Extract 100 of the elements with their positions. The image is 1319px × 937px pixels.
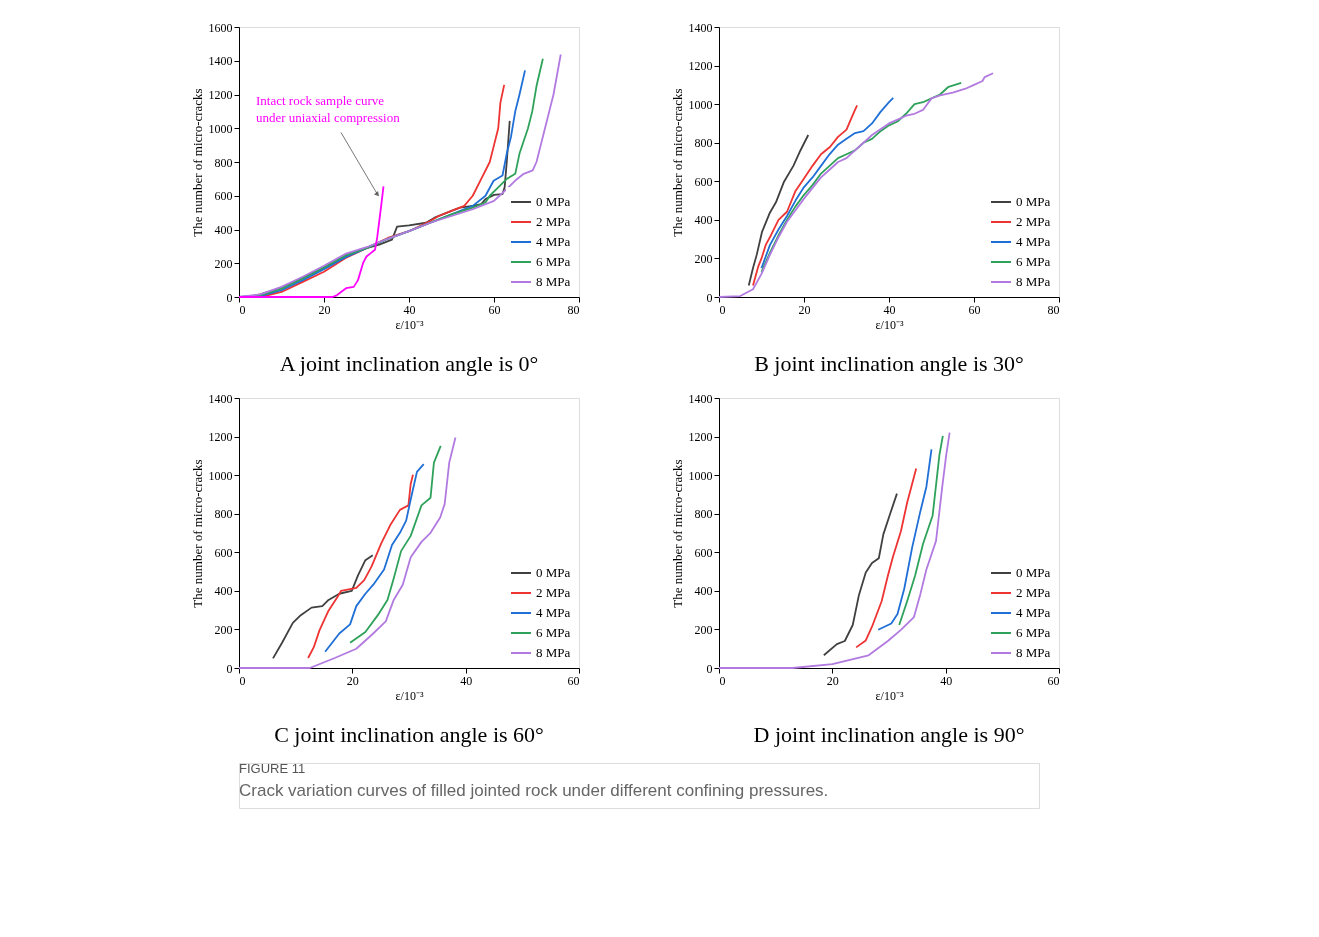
y-tick-label: 1000: [688, 468, 713, 483]
legend-label: 0 MPa: [1016, 565, 1051, 580]
y-tick-label: 0: [706, 290, 713, 305]
x-axis-title: ε/10⁻³: [395, 317, 424, 332]
line-series: [760, 82, 963, 273]
x-axis-title: ε/10⁻³: [875, 317, 904, 332]
caption: FIGURE 11: [239, 761, 306, 776]
y-tick-label: 0: [706, 661, 713, 676]
line-series: [324, 463, 425, 653]
legend-label: 4 MPa: [1016, 605, 1051, 620]
text: D joint inclination angle is 90°: [753, 722, 1025, 747]
y-tick-label: 200: [214, 622, 233, 637]
x-tick-label: 80: [1047, 302, 1060, 317]
x-tick-label: 60: [488, 302, 501, 317]
x-tick-label: 20: [346, 673, 359, 688]
text: A joint inclination angle is 0°: [279, 351, 539, 376]
x-axis-title: ε/10⁻³: [875, 688, 904, 703]
line-series: [752, 104, 859, 287]
y-tick-label: 800: [694, 136, 713, 151]
x-axis-title: ε/10⁻³: [395, 688, 424, 703]
x-tick-label: 20: [318, 302, 331, 317]
y-tick-label: 200: [694, 251, 713, 266]
y-tick-label: 1400: [208, 391, 233, 406]
y-tick-label: 1000: [688, 97, 713, 112]
legend-label: 0 MPa: [536, 194, 571, 209]
y-axis-title: The number of micro-cracks: [669, 88, 685, 237]
line-series: [272, 554, 374, 660]
y-tick-label: 400: [694, 584, 713, 599]
y-axis-title: The number of micro-cracks: [189, 459, 205, 608]
line-series: [718, 72, 995, 298]
legend-label: 4 MPa: [1016, 234, 1051, 249]
text: B joint inclination angle is 30°: [754, 351, 1024, 376]
legend-label: 8 MPa: [1016, 274, 1051, 289]
x-tick-label: 20: [826, 673, 839, 688]
annotation: Intact rock sample curve under uniaxial compression: [256, 92, 401, 125]
y-axis-title: The number of micro-cracks: [669, 459, 685, 608]
y-tick-label: 800: [214, 155, 233, 170]
x-tick-label: 80: [567, 302, 580, 317]
line-series: [307, 473, 414, 659]
x-tick-label: 40: [940, 673, 953, 688]
y-tick-label: 0: [226, 290, 233, 305]
legend-label: 8 MPa: [536, 274, 571, 289]
x-tick-label: 60: [567, 673, 580, 688]
x-tick-label: 40: [403, 302, 416, 317]
y-tick-label: 600: [694, 545, 713, 560]
y-tick-label: 1200: [208, 430, 233, 445]
legend-label: 2 MPa: [1016, 585, 1051, 600]
line-series: [747, 134, 810, 287]
legend-label: 6 MPa: [536, 625, 571, 640]
y-tick-label: 600: [694, 174, 713, 189]
legend-label: 0 MPa: [536, 565, 571, 580]
legend-label: 2 MPa: [1016, 214, 1051, 229]
legend-label: 6 MPa: [1016, 625, 1051, 640]
x-tick-label: 0: [719, 302, 726, 317]
y-tick-label: 600: [214, 189, 233, 204]
y-tick-label: 1000: [208, 121, 233, 136]
x-tick-label: 20: [798, 302, 811, 317]
x-tick-label: 0: [719, 673, 726, 688]
y-tick-label: 400: [214, 584, 233, 599]
x-tick-label: 40: [460, 673, 473, 688]
y-tick-label: 1200: [688, 430, 713, 445]
line-series: [349, 444, 442, 644]
line-series: [760, 97, 895, 269]
y-tick-label: 800: [694, 507, 713, 522]
line-series: [855, 467, 918, 649]
y-tick-label: 1400: [208, 54, 233, 69]
x-tick-label: 60: [1047, 673, 1060, 688]
y-tick-label: 400: [214, 223, 233, 237]
line-series: [877, 448, 933, 631]
text: C joint inclination angle is 60°: [274, 722, 544, 747]
x-tick-label: 40: [883, 302, 896, 317]
line-series: [898, 434, 944, 626]
x-tick-label: 60: [968, 302, 981, 317]
y-tick-label: 0: [226, 661, 233, 676]
line-series: [822, 492, 898, 657]
x-tick-label: 0: [239, 673, 246, 688]
y-tick-label: 600: [214, 545, 233, 560]
y-tick-label: 1200: [688, 59, 713, 74]
legend-label: 2 MPa: [536, 214, 571, 229]
y-axis-title: The number of micro-cracks: [189, 88, 205, 237]
line-series: [238, 436, 457, 669]
legend-label: 4 MPa: [536, 234, 571, 249]
legend-label: 4 MPa: [536, 605, 571, 620]
legend-label: 2 MPa: [536, 585, 571, 600]
line-series: [718, 431, 951, 669]
line-series: [238, 185, 385, 298]
y-tick-label: 1400: [688, 391, 713, 406]
legend-label: 6 MPa: [1016, 254, 1051, 269]
y-tick-label: 400: [694, 213, 713, 228]
y-tick-label: 1200: [208, 88, 233, 102]
legend-label: 6 MPa: [536, 254, 571, 269]
y-tick-label: 800: [214, 507, 233, 522]
legend-label: 8 MPa: [1016, 645, 1051, 660]
y-tick-label: 1400: [688, 20, 713, 35]
y-tick-label: 200: [214, 256, 233, 271]
y-tick-label: 1600: [208, 20, 233, 35]
y-tick-label: 200: [694, 622, 713, 637]
legend-label: 0 MPa: [1016, 194, 1051, 209]
legend-label: 8 MPa: [536, 645, 571, 660]
x-tick-label: 0: [239, 302, 246, 317]
